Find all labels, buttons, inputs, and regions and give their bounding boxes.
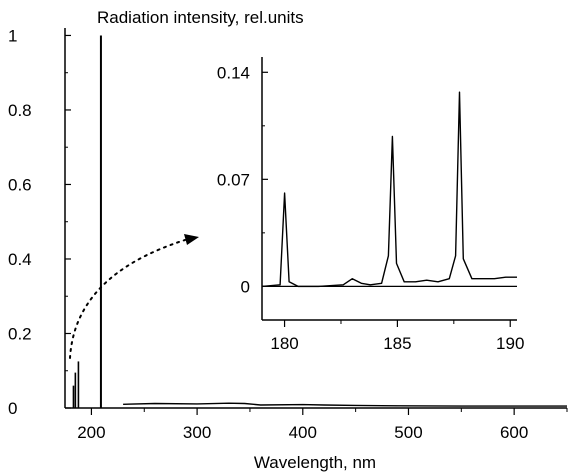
x-tick-label: 600 (500, 423, 528, 442)
y-tick-label: 1 (8, 26, 17, 45)
x-tick-label: 400 (289, 423, 317, 442)
inset-callout-arrow (69, 239, 186, 359)
y-tick-label: 0.8 (8, 101, 32, 120)
main-axes (64, 28, 567, 409)
y-tick-label: 0 (8, 399, 17, 418)
inset-y-tick-label: 0.14 (217, 63, 250, 82)
y-tick-label: 0.6 (8, 175, 32, 194)
main-series (72, 35, 567, 408)
inset-callout-arrowhead (184, 234, 199, 245)
inset-y-tick-label: 0 (241, 277, 250, 296)
inset-x-tick-label: 185 (383, 334, 411, 353)
x-tick-label: 200 (77, 423, 105, 442)
inset-series (261, 91, 517, 288)
y-tick-label: 0.4 (8, 250, 32, 269)
inset-y-tick-label: 0.07 (217, 170, 250, 189)
x-axis-label: Wavelength, nm (254, 453, 376, 472)
inset-ticks: 0 0.07 0.14 180 185 190 (217, 63, 525, 353)
inset-axes (261, 57, 517, 321)
x-tick-label: 300 (183, 423, 211, 442)
x-tick-label: 500 (394, 423, 422, 442)
continuum-line (123, 402, 567, 407)
y-tick-label: 0.2 (8, 324, 32, 343)
inset-spectrum-line (261, 91, 517, 288)
inset-x-tick-label: 180 (270, 334, 298, 353)
chart-title: Radiation intensity, rel.units (97, 8, 304, 27)
main-ticks: 0 0.2 0.4 0.6 0.8 1 200 300 400 500 600 (8, 26, 568, 442)
inset-x-tick-label: 190 (496, 334, 524, 353)
